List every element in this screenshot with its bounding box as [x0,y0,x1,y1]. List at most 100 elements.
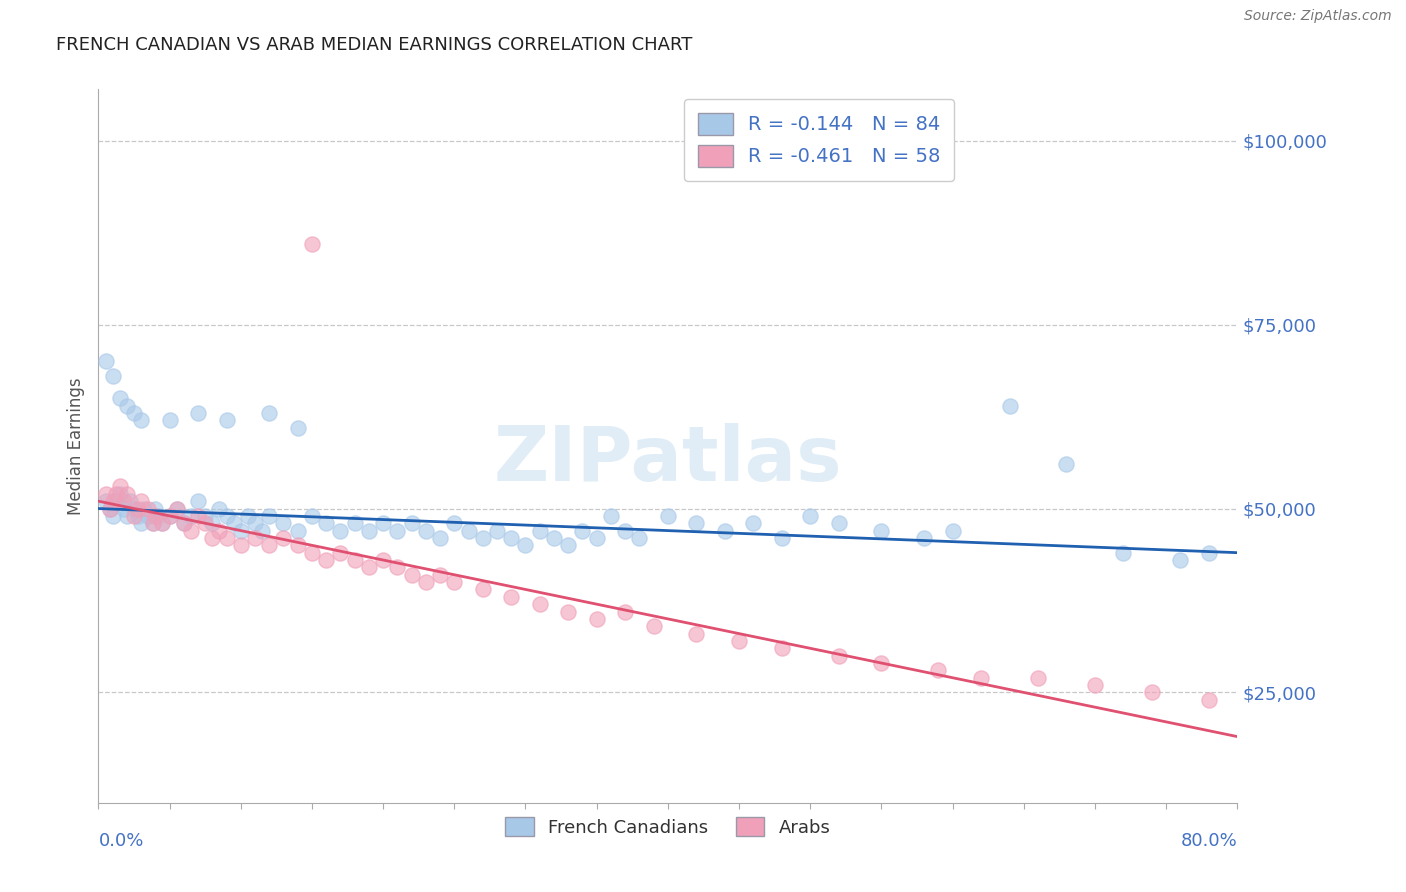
Point [870,524,893,538]
Text: 0.0%: 0.0% [98,832,143,850]
Point [998,399,1021,413]
Text: Source: ZipAtlas.com: Source: ZipAtlas.com [1244,9,1392,23]
Point [1170,553,1192,567]
Text: ZIPatlas: ZIPatlas [494,424,842,497]
Point [194,516,217,531]
Point [98,501,121,516]
Point [173,516,195,531]
Point [357,560,380,574]
Point [942,524,965,538]
Point [122,508,145,523]
Point [301,546,323,560]
Point [828,516,851,531]
Point [1198,546,1220,560]
Point [529,597,551,611]
Point [628,531,651,545]
Point [118,494,141,508]
Point [115,399,138,413]
Point [501,531,523,545]
Point [166,501,188,516]
Text: FRENCH CANADIAN VS ARAB MEDIAN EARNINGS CORRELATION CHART: FRENCH CANADIAN VS ARAB MEDIAN EARNINGS … [56,36,693,54]
Point [1140,685,1163,699]
Point [571,524,593,538]
Point [287,524,309,538]
Point [273,516,295,531]
Point [287,538,309,552]
Point [471,531,494,545]
Point [208,524,231,538]
Point [108,391,131,405]
Point [129,516,152,531]
Point [373,516,395,531]
Point [287,420,309,434]
Point [166,501,188,516]
Point [343,516,366,531]
Point [243,516,266,531]
Point [129,413,152,427]
Point [259,508,281,523]
Point [770,531,793,545]
Point [129,494,152,508]
Point [122,406,145,420]
Point [132,501,155,516]
Point [301,508,323,523]
Point [471,582,494,597]
Point [180,508,202,523]
Point [387,524,409,538]
Point [714,524,737,538]
Point [122,501,145,516]
Point [108,479,131,493]
Point [387,560,409,574]
Point [543,531,565,545]
Point [585,612,607,626]
Point [127,501,149,516]
Point [159,413,181,427]
Point [159,508,181,523]
Point [912,531,935,545]
Point [443,516,465,531]
Point [1112,546,1135,560]
Point [357,524,380,538]
Point [145,508,167,523]
Point [215,531,238,545]
Point [600,508,623,523]
Point [301,236,323,251]
Point [685,516,707,531]
Point [173,516,195,531]
Point [141,516,163,531]
Point [259,538,281,552]
Point [208,501,231,516]
Point [108,487,131,501]
Point [236,508,259,523]
Point [201,531,224,545]
Point [614,605,637,619]
Point [415,575,437,590]
Point [443,575,465,590]
Point [194,508,217,523]
Point [685,626,707,640]
Point [259,406,281,420]
Point [1198,693,1220,707]
Point [343,553,366,567]
Point [159,508,181,523]
Point [115,508,138,523]
Point [1056,458,1078,472]
Point [101,508,124,523]
Point [429,567,451,582]
Legend: French Canadians, Arabs: French Canadians, Arabs [498,810,838,844]
Point [429,531,451,545]
Point [187,406,209,420]
Point [457,524,479,538]
Point [557,605,579,619]
Point [215,508,238,523]
Point [104,487,127,501]
Point [152,516,174,531]
Point [148,508,170,523]
Point [401,567,423,582]
Point [115,487,138,501]
Point [614,524,637,538]
Point [101,369,124,384]
Point [201,516,224,531]
Point [742,516,765,531]
Point [112,494,135,508]
